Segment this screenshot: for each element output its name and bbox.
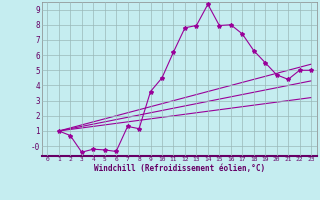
X-axis label: Windchill (Refroidissement éolien,°C): Windchill (Refroidissement éolien,°C) bbox=[94, 164, 265, 173]
